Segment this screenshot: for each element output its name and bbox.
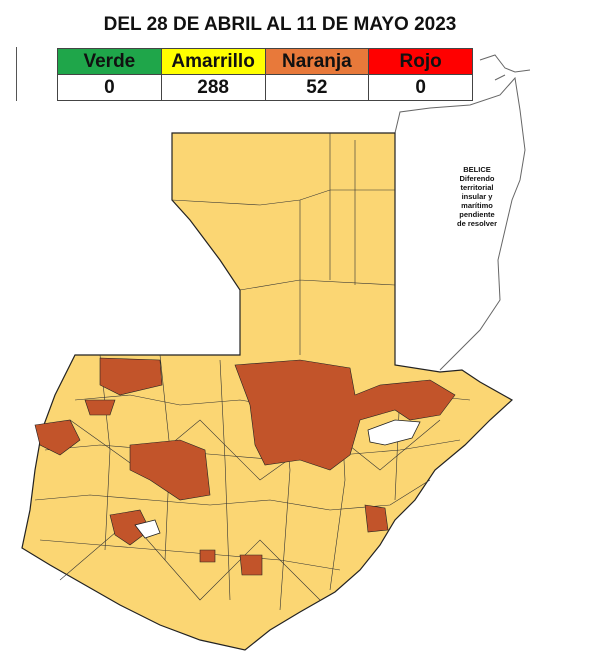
belize-border — [394, 76, 526, 371]
divider — [16, 47, 17, 101]
count-amarrillo: 288 — [160, 74, 266, 101]
annotation-line: territorial — [460, 183, 494, 192]
lake-izabal — [367, 419, 421, 446]
naranja-municipalities — [34, 357, 456, 576]
mexico-coast — [479, 54, 531, 81]
legend-header-row: Verde Amarrillo Naranja Rojo — [57, 48, 473, 75]
annotation-line: pendiente — [459, 210, 495, 219]
count-naranja: 52 — [264, 74, 370, 101]
legend-naranja: Naranja — [264, 48, 370, 75]
lake-atitlan — [134, 519, 161, 539]
count-rojo: 0 — [368, 74, 473, 101]
alert-legend-table: Verde Amarrillo Naranja Rojo 0 288 52 0 — [57, 48, 473, 101]
annotation-line: marítimo — [461, 201, 493, 210]
map-title: DEL 28 DE ABRIL AL 11 DE MAYO 2023 — [103, 14, 457, 35]
count-verde: 0 — [57, 74, 162, 101]
legend-verde: Verde — [57, 48, 162, 75]
belize-annotation: BELICE Diferendo territorial insular y m… — [448, 165, 506, 228]
legend-amarrillo: Amarrillo — [160, 48, 266, 75]
annotation-line: BELICE — [463, 165, 491, 174]
legend-values-row: 0 288 52 0 — [57, 74, 473, 101]
annotation-line: de resolver — [456, 219, 498, 228]
annotation-line: Diferendo — [459, 174, 495, 183]
legend-rojo: Rojo — [368, 48, 473, 75]
annotation-line: insular y — [461, 192, 493, 201]
